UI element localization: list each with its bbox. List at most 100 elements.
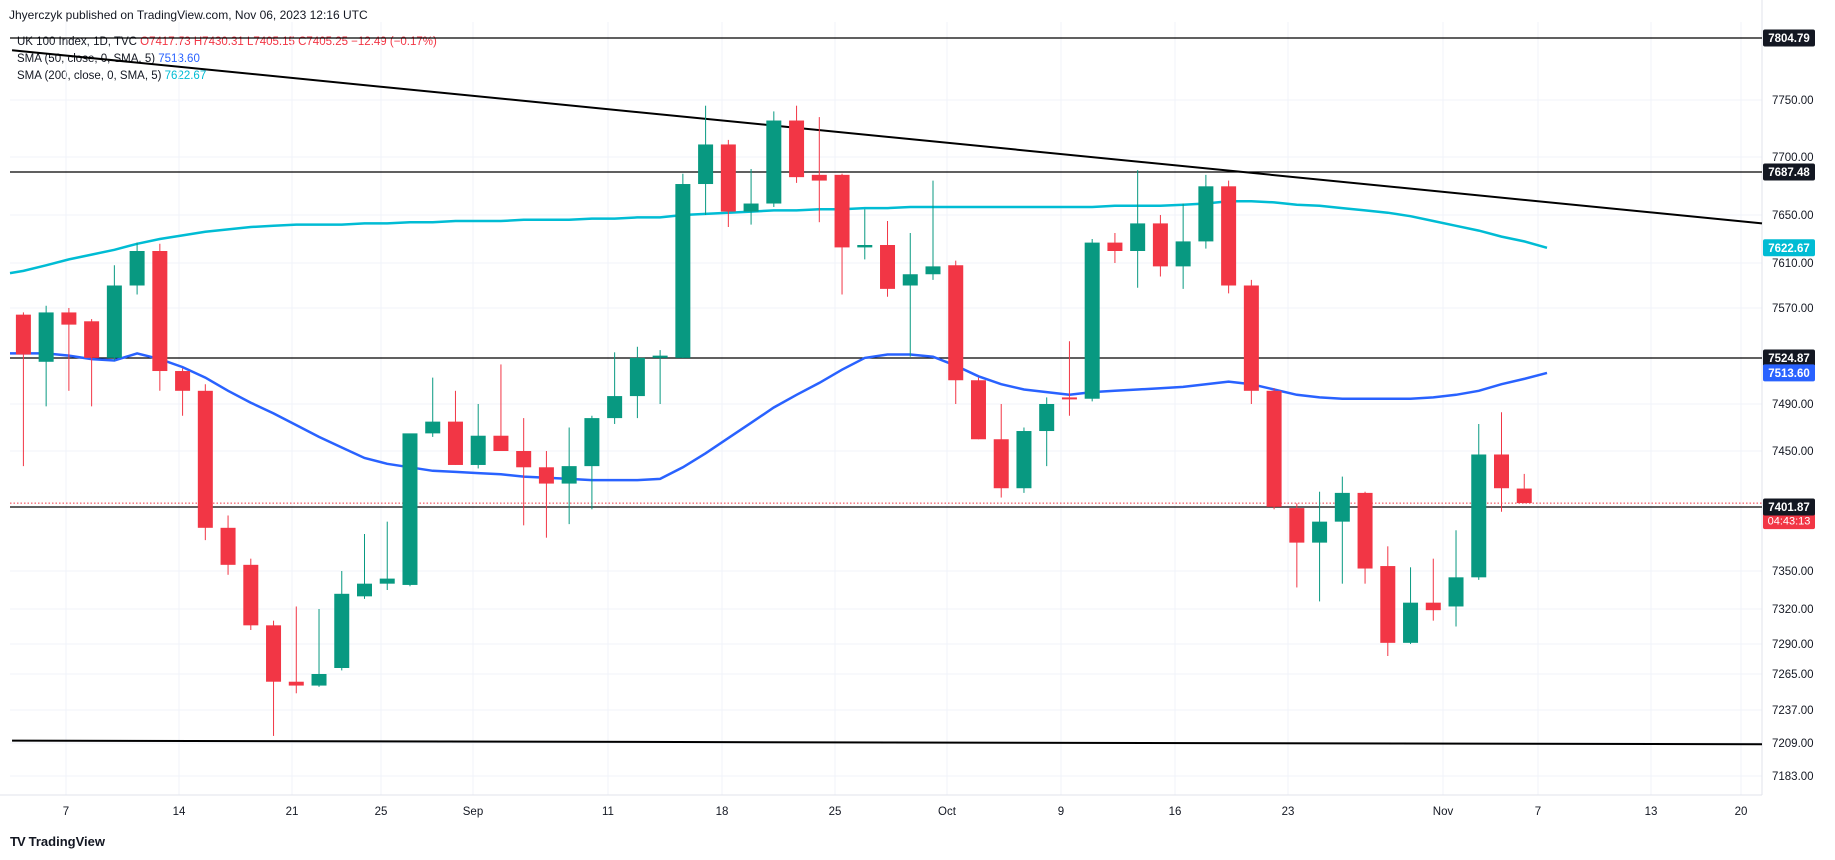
candle-body-down — [1152, 223, 1168, 267]
time-tick-label: 13 — [1645, 806, 1658, 818]
candle-body-up — [629, 357, 645, 397]
price-labels: 7804.797687.487622.677524.877513.607405.… — [1763, 29, 1815, 530]
candle-body-down — [15, 314, 31, 355]
candle-body-down — [1221, 186, 1237, 286]
price-label-box-hline — [1763, 163, 1815, 181]
price-tick-label: 7209.00 — [1772, 738, 1814, 750]
candle-body-up — [652, 355, 668, 358]
candle-body-down — [1061, 397, 1077, 400]
candle-body-down — [1380, 566, 1396, 643]
legend-sma200-row: SMA (200, close, 0, SMA, 5) 7622.67 — [17, 68, 437, 85]
candle-body-down — [993, 439, 1009, 489]
candle-body-up — [743, 203, 759, 212]
candle-body-down — [243, 564, 259, 626]
candle-body-up — [1334, 492, 1350, 522]
legend-symbol-row: UK 100 Index, 1D, TVC O7417.73 H7430.31 … — [17, 34, 437, 51]
candle-body-down — [1289, 508, 1305, 543]
price-axis[interactable]: 7750.00 7700.00 7650.00 7610.00 7570.00 7490.… — [1772, 95, 1814, 783]
candle-body-up — [1448, 577, 1464, 607]
price-tick-label: 7700.00 — [1772, 152, 1814, 164]
candle-body-up — [1130, 223, 1146, 251]
candle-body-up — [129, 251, 145, 286]
candle-body-down — [970, 380, 986, 440]
candle-body-up — [38, 312, 54, 362]
candle-body-up — [379, 578, 395, 584]
price-label-hline: 7401.87 — [1768, 502, 1810, 514]
horizontal-lines — [10, 37, 1762, 508]
price-label-sma200: 7622.67 — [1768, 243, 1810, 255]
candle-body-up — [584, 418, 600, 467]
time-tick-label: Nov — [1433, 806, 1454, 818]
candle-body-up — [561, 466, 577, 484]
candle-body-down — [1357, 492, 1373, 569]
price-tick-label: 7320.00 — [1772, 604, 1814, 616]
time-tick-label: Oct — [938, 806, 957, 818]
time-tick-label: 16 — [1169, 806, 1182, 818]
candle-body-down — [811, 174, 827, 181]
trendline-resistance — [11, 49, 1763, 225]
legend-ohlc: O7417.73 H7430.31 L7405.15 C7405.25 −12.… — [140, 36, 437, 48]
time-axis[interactable]: 7 14 21 25 Sep 11 18 25 Oct 9 16 23 Nov 7 13 20 — [63, 806, 1748, 818]
trendline-support — [12, 739, 1763, 746]
time-tick-label: 25 — [375, 806, 388, 818]
candle-body-up — [357, 583, 372, 597]
time-tick-label: 14 — [173, 806, 186, 818]
legend-symbol: UK 100 Index, 1D, TVC — [17, 36, 137, 48]
time-tick-label: 23 — [1282, 806, 1295, 818]
price-tick-label: 7265.00 — [1772, 669, 1814, 681]
time-tick-label: 21 — [286, 806, 299, 818]
price-tick-label: 7490.00 — [1772, 399, 1814, 411]
legend-sma200-label: SMA (200, close, 0, SMA, 5) — [17, 70, 162, 82]
price-tick-label: 7183.00 — [1772, 771, 1814, 783]
time-tick-label: 25 — [829, 806, 842, 818]
time-tick-label: 20 — [1735, 806, 1748, 818]
candle-body-up — [675, 184, 691, 358]
price-label-box-hline — [1763, 498, 1815, 516]
price-tick-label: 7750.00 — [1772, 95, 1814, 107]
candle-body-down — [61, 312, 77, 325]
candle-body-up — [106, 285, 122, 358]
price-tick-label: 7650.00 — [1772, 210, 1814, 222]
time-tick-label: 18 — [716, 806, 729, 818]
price-tick-label: 7290.00 — [1772, 639, 1814, 651]
candle-body-down — [493, 435, 509, 451]
time-tick-label: 7 — [1535, 806, 1541, 818]
candle-body-up — [334, 593, 350, 668]
candle-body-down — [538, 467, 554, 484]
candle-body-down — [948, 265, 964, 381]
price-label-hline: 7524.87 — [1768, 353, 1810, 365]
legend-sma200-value: 7622.67 — [164, 70, 207, 82]
candle-body-down — [516, 451, 532, 468]
candle-body-up — [1084, 242, 1100, 399]
candle-body-up — [766, 120, 782, 204]
price-tick-label: 7237.00 — [1772, 705, 1814, 717]
candle-body-up — [1198, 186, 1214, 242]
price-label-hline: 7687.48 — [1768, 167, 1810, 179]
price-label-box-hline — [1763, 29, 1815, 47]
candle-body-up — [925, 266, 941, 275]
candle-body-up — [311, 674, 327, 686]
price-tick-label: 7610.00 — [1772, 258, 1814, 270]
sma50-line — [10, 352, 1548, 482]
candle-body-down — [266, 625, 282, 682]
candle-body-up — [1175, 241, 1191, 267]
candle-body-down — [1266, 390, 1282, 507]
publisher-header: Jhyerczyk published on TradingView.com, … — [9, 8, 368, 22]
candle-body-up — [1312, 521, 1328, 543]
price-tick-label: 7350.00 — [1772, 566, 1814, 578]
tradingview-logo-icon: TV — [10, 834, 26, 849]
trendlines — [11, 49, 1763, 746]
candle-body-up — [402, 433, 418, 585]
time-tick-label: 7 — [63, 806, 69, 818]
candle-body-up — [470, 435, 486, 465]
candle-body-up — [902, 274, 918, 286]
time-tick-label: 11 — [602, 806, 614, 818]
candle-body-up — [857, 245, 873, 248]
candle-body-up — [425, 421, 441, 434]
candle-body-down — [720, 144, 736, 212]
candle-body-down — [880, 245, 896, 289]
candle-body-down — [1516, 488, 1532, 504]
candle-body-down — [152, 251, 168, 372]
candle-body-up — [1039, 404, 1055, 432]
